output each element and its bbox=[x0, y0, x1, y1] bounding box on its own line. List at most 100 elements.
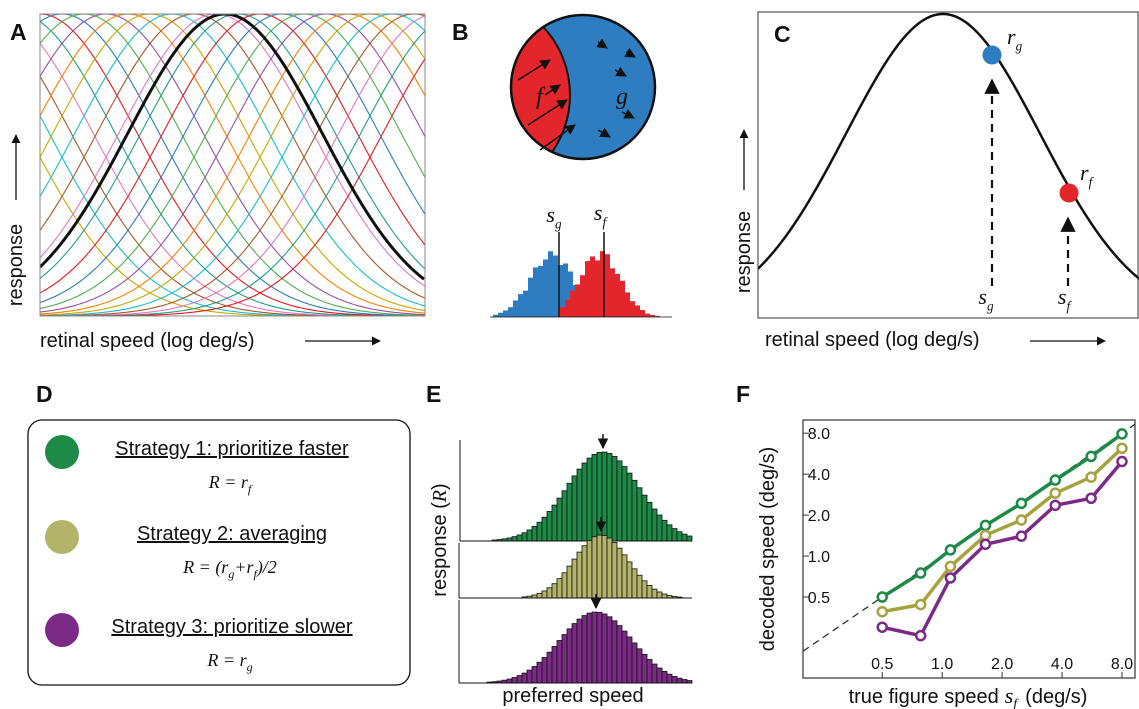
hist-bin bbox=[576, 618, 583, 684]
panel-letter: F bbox=[736, 381, 750, 407]
hist-bin bbox=[651, 508, 658, 542]
strategy-title: Strategy 1: prioritize faster bbox=[115, 438, 349, 460]
plot: 0.5 1.0 2.0 4.0 8.0 0.5 1.0 2.0 4.0 8.0 bbox=[803, 423, 1135, 678]
formula-sub: g bbox=[247, 660, 253, 674]
hist-bin bbox=[681, 679, 688, 684]
data-point bbox=[1116, 455, 1128, 468]
tuning-curve bbox=[758, 12, 1139, 281]
hist-bin bbox=[600, 251, 605, 317]
tuning-curve bbox=[40, 14, 425, 288]
hist-bin bbox=[631, 479, 638, 542]
data-point bbox=[914, 629, 927, 642]
y-axis-label: response bbox=[733, 211, 755, 293]
hist-bin bbox=[671, 528, 678, 542]
y-tick-label: 1.0 bbox=[808, 549, 830, 566]
response-dot bbox=[982, 45, 1002, 65]
y-axis-label: decoded speed (deg/s) bbox=[757, 447, 779, 652]
hist-bin bbox=[565, 299, 570, 317]
hist-bin bbox=[575, 284, 580, 317]
hist-bin bbox=[586, 540, 593, 599]
panel-letter: E bbox=[426, 381, 441, 407]
hist-bin bbox=[566, 565, 573, 599]
tuning-curve bbox=[40, 21, 425, 316]
panel-letter: A bbox=[10, 19, 27, 45]
hist-bin bbox=[616, 460, 623, 542]
hist-bin bbox=[606, 453, 613, 542]
hist-bin bbox=[656, 514, 663, 542]
label-part: R bbox=[429, 490, 451, 503]
x-axis-label: retinal speed (log deg/s) bbox=[40, 330, 255, 352]
hist-bin bbox=[641, 653, 648, 684]
hist-bin bbox=[661, 670, 668, 684]
label-part: (deg/s) bbox=[1025, 686, 1087, 708]
hist-bin bbox=[611, 456, 618, 542]
hist-bin bbox=[601, 613, 608, 684]
hist-bin bbox=[646, 501, 653, 542]
hist-bin bbox=[640, 310, 645, 317]
data-point bbox=[979, 529, 992, 542]
symbol-main: s bbox=[978, 284, 987, 309]
hist-bin bbox=[541, 657, 548, 684]
hist-bin bbox=[563, 263, 568, 317]
label-part: true figure speed bbox=[849, 686, 999, 708]
x-tick-label: 1.0 bbox=[931, 656, 953, 673]
tuning-curve bbox=[40, 14, 425, 294]
formula-part: +r bbox=[234, 557, 254, 577]
tuning-curve bbox=[40, 14, 425, 316]
hist-bin bbox=[586, 612, 593, 684]
symbol-main: s bbox=[594, 200, 603, 225]
hist-bin bbox=[651, 663, 658, 684]
data-point bbox=[876, 605, 888, 618]
hist-bin bbox=[611, 620, 618, 684]
hist-bin bbox=[556, 578, 563, 599]
hist-bin bbox=[551, 646, 558, 684]
hist-bin bbox=[511, 536, 518, 542]
hist-bin bbox=[561, 490, 568, 542]
hist-bin bbox=[585, 261, 590, 317]
hist-bin bbox=[521, 532, 528, 542]
data-point bbox=[944, 560, 957, 573]
hist-bin bbox=[528, 277, 533, 317]
hist-bin bbox=[601, 451, 608, 542]
hist-bin bbox=[511, 677, 518, 684]
hist-bin bbox=[493, 314, 498, 317]
data-point bbox=[1015, 530, 1028, 542]
symbol-main: s bbox=[546, 202, 555, 227]
hist-bin bbox=[506, 678, 513, 684]
tuning-curve bbox=[40, 14, 425, 299]
label-part: s bbox=[1005, 683, 1014, 708]
series-line bbox=[881, 460, 1124, 638]
region-label: f bbox=[536, 84, 546, 110]
tuning-curve-highlight bbox=[40, 14, 425, 281]
hist-bin bbox=[586, 457, 593, 542]
hist-bin bbox=[650, 314, 655, 317]
legend-box bbox=[27, 419, 411, 686]
hist-bin bbox=[621, 630, 628, 684]
hist-bin bbox=[596, 611, 603, 684]
data-point bbox=[1116, 428, 1128, 440]
hist-bin bbox=[581, 462, 588, 542]
y-tick-label: 4.0 bbox=[808, 467, 830, 484]
hist-bin bbox=[543, 259, 548, 317]
hist-bin bbox=[631, 642, 638, 684]
hist-bin bbox=[546, 651, 553, 684]
hist-bin bbox=[591, 454, 598, 542]
x-tick-label: 8.0 bbox=[1111, 656, 1133, 673]
symbol-main: r bbox=[1080, 160, 1089, 185]
hist-bin bbox=[561, 572, 568, 599]
data-point bbox=[979, 519, 992, 532]
strategy-swatch bbox=[45, 520, 79, 554]
data-point bbox=[1015, 497, 1028, 510]
data-point bbox=[876, 621, 888, 633]
formula-part: R = r bbox=[208, 472, 249, 492]
hist-bin bbox=[620, 280, 625, 317]
hist-bin bbox=[621, 554, 628, 599]
tuning-curves bbox=[40, 14, 425, 316]
label-part: ) bbox=[429, 483, 451, 490]
panel-letter: D bbox=[36, 381, 53, 407]
symbol-label: sg bbox=[546, 202, 562, 232]
strategy-title: Strategy 3: prioritize slower bbox=[111, 616, 353, 638]
data-point bbox=[1049, 474, 1062, 486]
